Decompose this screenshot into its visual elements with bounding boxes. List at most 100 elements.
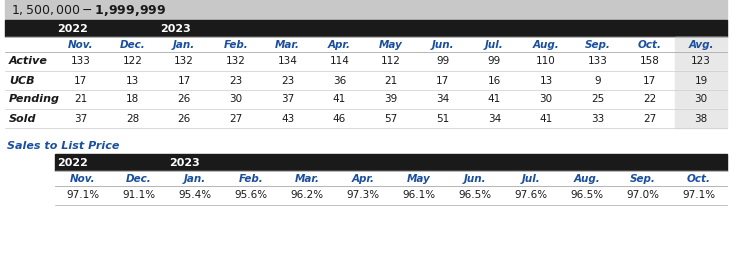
Text: Dec.: Dec. xyxy=(126,174,152,184)
Text: May: May xyxy=(379,39,403,50)
Text: UCB: UCB xyxy=(9,76,34,85)
Text: 99: 99 xyxy=(488,57,501,66)
Bar xyxy=(5,71,727,90)
Text: 17: 17 xyxy=(178,76,191,85)
Text: 30: 30 xyxy=(695,94,708,104)
Text: 23: 23 xyxy=(229,76,242,85)
Text: 97.1%: 97.1% xyxy=(682,190,716,200)
Text: Jan.: Jan. xyxy=(184,174,206,184)
Text: 112: 112 xyxy=(381,57,401,66)
Text: 26: 26 xyxy=(178,94,191,104)
Bar xyxy=(5,90,727,109)
Text: 97.3%: 97.3% xyxy=(346,190,380,200)
Text: 158: 158 xyxy=(640,57,660,66)
Text: 97.6%: 97.6% xyxy=(515,190,548,200)
Text: 123: 123 xyxy=(691,57,711,66)
Text: Jan.: Jan. xyxy=(173,39,195,50)
Bar xyxy=(5,52,727,71)
Text: Feb.: Feb. xyxy=(223,39,248,50)
Text: 33: 33 xyxy=(591,113,605,123)
Text: 21: 21 xyxy=(74,94,87,104)
Text: 18: 18 xyxy=(126,94,139,104)
Bar xyxy=(5,37,727,52)
Text: 13: 13 xyxy=(539,76,553,85)
Text: 41: 41 xyxy=(332,94,346,104)
Text: 25: 25 xyxy=(591,94,605,104)
Text: 97.0%: 97.0% xyxy=(627,190,660,200)
Text: 96.1%: 96.1% xyxy=(403,190,436,200)
Bar xyxy=(5,0,727,20)
Text: 36: 36 xyxy=(332,76,346,85)
Text: Nov.: Nov. xyxy=(68,39,94,50)
Text: Sales to List Price: Sales to List Price xyxy=(7,141,119,151)
Text: Active: Active xyxy=(9,57,48,66)
Text: Aug.: Aug. xyxy=(574,174,600,184)
Text: 38: 38 xyxy=(695,113,708,123)
Text: Dec.: Dec. xyxy=(119,39,146,50)
Text: 91.1%: 91.1% xyxy=(122,190,156,200)
Text: 110: 110 xyxy=(537,57,556,66)
Text: 30: 30 xyxy=(539,94,553,104)
Text: 132: 132 xyxy=(226,57,246,66)
Text: 41: 41 xyxy=(488,94,501,104)
Text: 28: 28 xyxy=(126,113,139,123)
Text: 17: 17 xyxy=(436,76,449,85)
Text: 133: 133 xyxy=(588,57,608,66)
Text: 51: 51 xyxy=(436,113,449,123)
Text: Sold: Sold xyxy=(9,113,37,123)
Text: 99: 99 xyxy=(436,57,449,66)
Text: Jun.: Jun. xyxy=(431,39,454,50)
Text: 30: 30 xyxy=(229,94,242,104)
Text: 17: 17 xyxy=(643,76,656,85)
Bar xyxy=(55,171,727,186)
Text: 133: 133 xyxy=(71,57,91,66)
Bar xyxy=(5,20,727,37)
Text: May: May xyxy=(407,174,431,184)
Bar xyxy=(55,186,727,205)
Text: 134: 134 xyxy=(277,57,297,66)
Bar xyxy=(676,71,727,90)
Bar xyxy=(676,109,727,128)
Text: Nov.: Nov. xyxy=(70,174,96,184)
Text: 2023: 2023 xyxy=(169,157,200,168)
Text: Avg.: Avg. xyxy=(688,39,714,50)
Text: Jul.: Jul. xyxy=(485,39,504,50)
Bar xyxy=(55,154,727,171)
Text: 39: 39 xyxy=(384,94,397,104)
Text: 97.1%: 97.1% xyxy=(67,190,100,200)
Text: 9: 9 xyxy=(594,76,601,85)
Text: Oct.: Oct. xyxy=(638,39,662,50)
Text: 132: 132 xyxy=(174,57,194,66)
Text: 16: 16 xyxy=(488,76,501,85)
Text: 41: 41 xyxy=(539,113,553,123)
Text: 21: 21 xyxy=(384,76,397,85)
Text: Mar.: Mar. xyxy=(294,174,319,184)
Bar xyxy=(676,37,727,52)
Text: 19: 19 xyxy=(695,76,708,85)
Text: Feb.: Feb. xyxy=(239,174,264,184)
Text: Oct.: Oct. xyxy=(687,174,711,184)
Text: 27: 27 xyxy=(643,113,656,123)
Text: 37: 37 xyxy=(281,94,294,104)
Text: 26: 26 xyxy=(178,113,191,123)
Bar xyxy=(676,52,727,71)
Text: 95.4%: 95.4% xyxy=(179,190,212,200)
Text: 2022: 2022 xyxy=(57,157,88,168)
Text: 2022: 2022 xyxy=(57,23,88,33)
Text: 96.5%: 96.5% xyxy=(570,190,604,200)
Text: 27: 27 xyxy=(229,113,242,123)
Text: 34: 34 xyxy=(488,113,501,123)
Text: Sep.: Sep. xyxy=(585,39,610,50)
Text: 34: 34 xyxy=(436,94,449,104)
Text: Apr.: Apr. xyxy=(328,39,351,50)
Text: Pending: Pending xyxy=(9,94,60,104)
Text: Jul.: Jul. xyxy=(522,174,540,184)
Text: Apr.: Apr. xyxy=(351,174,375,184)
Text: 122: 122 xyxy=(122,57,143,66)
Text: Aug.: Aug. xyxy=(533,39,559,50)
Text: 57: 57 xyxy=(384,113,397,123)
Text: Jun.: Jun. xyxy=(463,174,486,184)
Text: 43: 43 xyxy=(281,113,294,123)
Text: Mar.: Mar. xyxy=(275,39,300,50)
Text: 23: 23 xyxy=(281,76,294,85)
